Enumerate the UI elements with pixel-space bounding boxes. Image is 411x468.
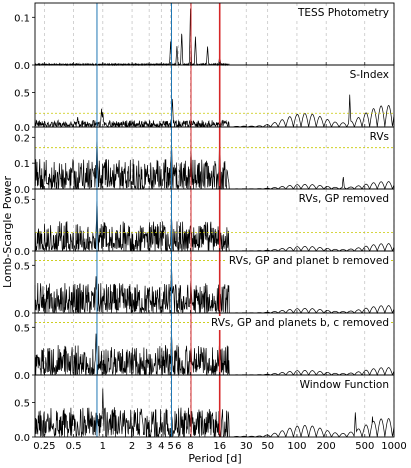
x-tick-label: 8 [187, 441, 193, 452]
panel-frame [34, 64, 395, 128]
panel-title: RVs, GP and planets b, c removed [211, 317, 389, 329]
x-tick-label: 4 [158, 441, 164, 452]
panel-title-bg [226, 254, 391, 268]
x-tick-label: 30 [240, 441, 253, 452]
panel-title-bg [209, 316, 391, 330]
x-axis-ticks: 0.25 0.5 1 2 3 4 5 6 8 16 30 50 100 200 500 1000 [33, 441, 406, 452]
y-tick-label: 0.2 [14, 133, 30, 144]
x-tick-label: 500 [355, 441, 374, 452]
panel-title: TESS Photometry [297, 7, 389, 19]
periodogram-line [34, 264, 395, 315]
x-tick-label: 200 [317, 441, 336, 452]
x-tick-label: 3 [146, 441, 152, 452]
panel-4: 0.00.5 RVs, GP removed [14, 188, 395, 258]
panel-3: 0.0 0.1 0.2 RVs [14, 126, 395, 196]
panel-title-bg [347, 68, 391, 82]
x-tick-label: 100 [287, 441, 306, 452]
y-tick-label: 0.0 [14, 371, 30, 382]
panel-title: S-Index [350, 69, 389, 81]
periodogram-line [34, 200, 395, 253]
x-tick-label: 50 [261, 441, 274, 452]
panel-title: Window Function [300, 379, 389, 391]
panel-title: RVs [370, 131, 389, 143]
panel-5: 0.0 0.5 RVs, GP and planet b removed [14, 250, 395, 320]
panel-title: RVs, GP and planet b removed [229, 255, 389, 267]
y-tick-label: 0.0 [14, 185, 30, 196]
panel-2: 0.0 0.5 S-Index [14, 64, 395, 134]
panel-title-bg [296, 192, 391, 206]
x-tick-label: 0.5 [66, 441, 82, 452]
y-tick-label: 0.1 [14, 13, 30, 24]
y-axis-label: Lomb-Scargle Power [1, 176, 14, 288]
periodogram-line [34, 330, 395, 377]
y-tick-label: 0.0 [14, 123, 30, 134]
y-tick-label: 0.5 [14, 195, 30, 206]
y-tick-label: 0.5 [14, 323, 30, 334]
y-tick-label: 0.5 [14, 399, 30, 410]
panel-6: 0.0 0.5 RVs, GP and planets b, c removed [14, 312, 395, 382]
panel-title-bg [297, 378, 391, 392]
periodogram-line [34, 388, 395, 439]
x-tick-label: 1000 [381, 441, 406, 452]
x-tick-label: 16 [213, 441, 226, 452]
x-tick-label: 1 [100, 441, 106, 452]
y-tick-label: 0.0 [14, 61, 30, 72]
y-tick-label: 0.0 [14, 247, 30, 258]
periodogram-line [34, 94, 395, 129]
x-tick-label: 2 [129, 441, 135, 452]
panels: 0.00.1 TESS Photometry0.00.5S-Index0.00.1… [14, 2, 395, 444]
x-axis-label: Period [d] [188, 452, 241, 465]
panel-frame [34, 374, 395, 438]
y-tick-label: 0.0 [14, 309, 30, 320]
panel-title-bg [367, 130, 391, 144]
y-tick-label: 0.0 [14, 433, 30, 444]
x-tick-label: 6 [175, 441, 181, 452]
x-tick-label: 0.25 [33, 441, 55, 452]
y-tick-label: 0.5 [14, 261, 30, 272]
panel-7: 0.0 0.5 Window Function [14, 374, 395, 444]
periodogram-line [34, 132, 395, 191]
x-tick-label: 5 [167, 441, 173, 452]
panel-title-bg [294, 6, 391, 20]
y-tick-label: 0.5 [14, 89, 30, 100]
y-tick-label: 0.1 [14, 159, 30, 170]
panel-1: 0.0 0.1 TESS Photometry [14, 2, 395, 72]
panel-title: RVs, GP removed [299, 193, 389, 205]
